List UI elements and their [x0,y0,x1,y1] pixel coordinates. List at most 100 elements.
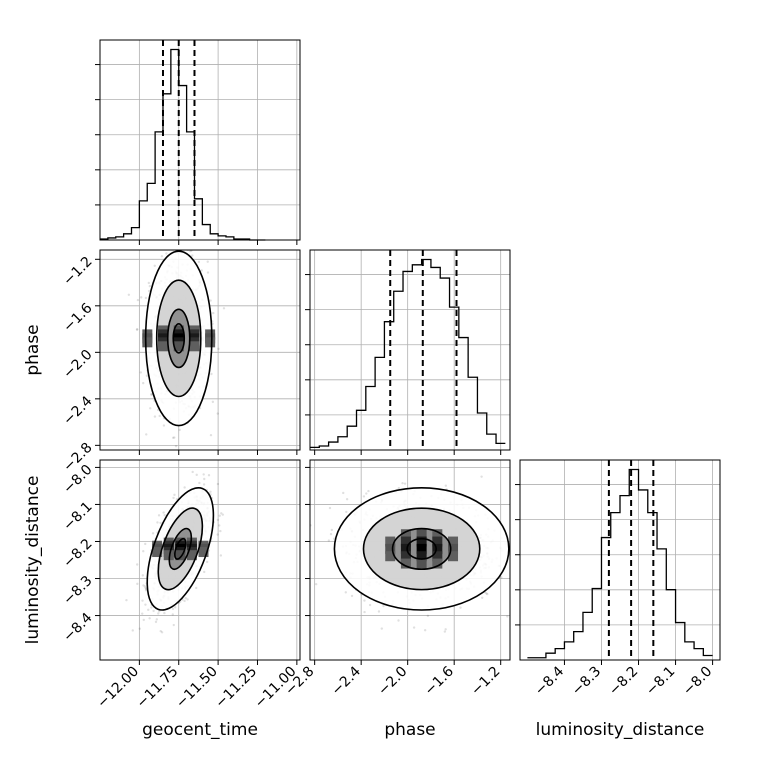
sample-point [314,582,318,586]
sample-point [144,586,147,590]
sample-point [144,587,148,591]
sample-point [202,483,206,486]
sample-point [209,433,213,437]
sample-point [160,255,164,258]
sample-point [524,569,526,571]
sample-point [136,328,139,331]
sample-point [141,612,144,615]
density-cell [448,536,459,547]
contour-line-2 [391,527,452,571]
joint-content [127,250,226,491]
sample-point [363,610,366,614]
sample-point [218,514,221,517]
sample-point [160,631,164,634]
sample-point [210,372,213,376]
contour-line-0 [144,250,213,427]
density-cell [385,551,396,562]
sample-point [163,611,166,615]
sample-point [209,299,212,302]
sample-point [184,596,187,600]
sample-point [150,392,153,396]
axis-labels: geocent_time phase luminosity_distance p… [23,324,704,740]
sample-point [514,550,516,552]
x-tick-label: −8.4 [532,663,567,698]
sample-point [511,593,513,595]
sample-point [150,393,153,397]
sample-point [200,269,203,272]
contour-line-2 [168,527,193,571]
sample-point [154,620,158,624]
sample-point [156,521,159,524]
sample-point [486,592,489,596]
sample-point [159,629,162,633]
sample-point [157,514,161,517]
contour-line-3 [172,323,186,354]
sample-point [216,482,220,486]
density-cell [175,550,186,561]
ylabel-luminosity-distance: luminosity_distance [23,476,43,645]
sample-point [216,412,219,415]
sample-point [481,596,484,599]
y-tick-label: −2.4 [60,393,95,428]
sample-point [172,623,175,627]
sample-point [149,407,152,410]
density-cell [142,337,153,348]
sample-point [216,518,220,522]
sample-point [444,484,448,487]
sample-point [328,506,332,510]
density-cell [448,551,459,562]
panel-hist-geocent-time [95,39,301,245]
histogram-luminosity_distance [527,468,713,659]
density-cell [432,536,443,547]
sample-point [434,453,436,455]
sample-point [222,307,226,310]
sample-point [401,481,404,485]
y-tick-label: −8.1 [60,499,95,534]
sample-point [144,603,147,606]
sample-point [144,589,148,592]
sample-point [377,610,381,613]
panel-hist-phase [305,249,511,455]
sample-point [162,511,165,514]
density-cell [400,536,411,547]
sample-point [171,607,175,611]
sample-point [346,453,348,455]
panel-frame [99,39,301,241]
x-tick-label: −2.4 [329,663,364,698]
x-tick-label: −12.00 [94,664,142,712]
sample-point [155,618,159,621]
x-tick-label: −1.6 [422,663,457,698]
sample-point [151,532,155,535]
sample-point [143,585,147,588]
sample-point [174,606,177,609]
sample-point [142,584,145,587]
density-cell [448,543,459,554]
sample-point [511,521,513,523]
contour-line-2 [166,308,191,369]
sample-point [217,347,220,351]
sample-point [216,533,219,536]
sample-point [157,612,160,615]
sample-point [426,614,430,618]
sample-point [148,617,151,620]
sample-point [363,599,366,602]
sample-point [195,586,198,590]
density-cell [385,543,396,554]
panel-frame [519,459,721,661]
sample-point [510,569,512,571]
sample-point [158,610,161,613]
density-cell [400,543,411,554]
xlabel-geocent-time: geocent_time [142,720,258,740]
sample-point [165,252,168,255]
sample-point [169,489,171,491]
sample-point [147,608,150,612]
panel-hist-luminosity-distance: −8.4 −8.3 −8.2 −8.1 −8.0 [515,459,721,699]
sample-point [362,495,366,498]
sample-point [147,289,151,293]
sample-point [206,271,210,274]
sample-point [135,328,139,331]
sample-point [500,576,503,579]
y-tick-label: −1.2 [60,254,95,289]
sample-point [444,628,447,631]
panel-luminosity-vs-phase: −2.8 −2.4 −2.0 −1.6 −1.2 [282,453,526,699]
